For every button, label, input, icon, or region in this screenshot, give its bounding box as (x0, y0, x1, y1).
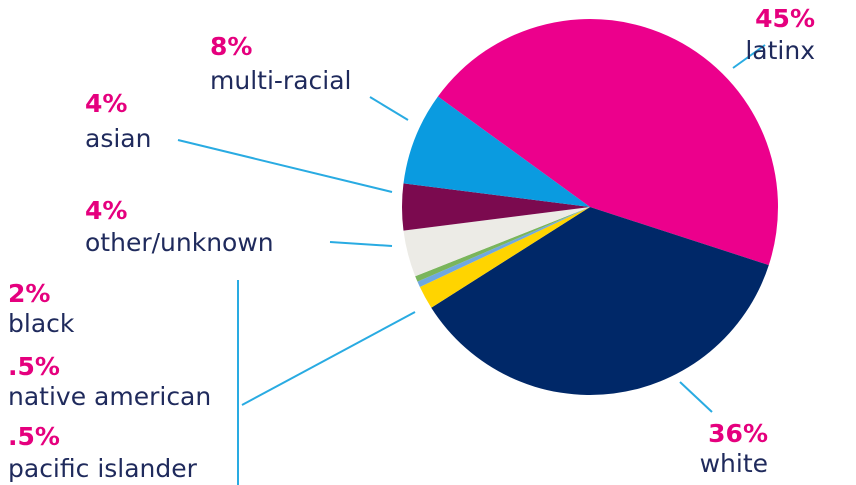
category-label: pacific islander (8, 454, 198, 483)
pie-slice (403, 96, 590, 207)
pie-slice (403, 207, 590, 277)
value-label: 4% (85, 196, 127, 225)
category-label: black (8, 309, 75, 338)
leader-line (679, 381, 713, 413)
value-label: 36% (708, 419, 768, 448)
pie-slice (437, 18, 779, 266)
value-label: 2% (8, 279, 50, 308)
pie-slice (415, 207, 590, 282)
category-label: other/unknown (85, 228, 274, 257)
leader-line (177, 139, 393, 193)
leader-line (369, 96, 409, 121)
pie-slice (417, 207, 590, 288)
value-label: 4% (85, 89, 127, 118)
leader-lines (177, 44, 766, 485)
leader-line (732, 44, 766, 69)
value-label: .5% (8, 422, 60, 451)
value-label: .5% (8, 352, 60, 381)
category-label: white (700, 449, 768, 478)
value-label: 45% (755, 4, 815, 33)
pie-slice (402, 183, 590, 231)
category-label: multi-racial (210, 66, 351, 95)
category-label: asian (85, 124, 151, 153)
category-label: latinx (745, 36, 815, 65)
leader-line (329, 241, 393, 247)
value-label: 8% (210, 32, 252, 61)
pie-slice (419, 207, 590, 308)
leader-line (241, 311, 416, 406)
pie-slice (431, 207, 769, 396)
category-label: native american (8, 382, 211, 411)
